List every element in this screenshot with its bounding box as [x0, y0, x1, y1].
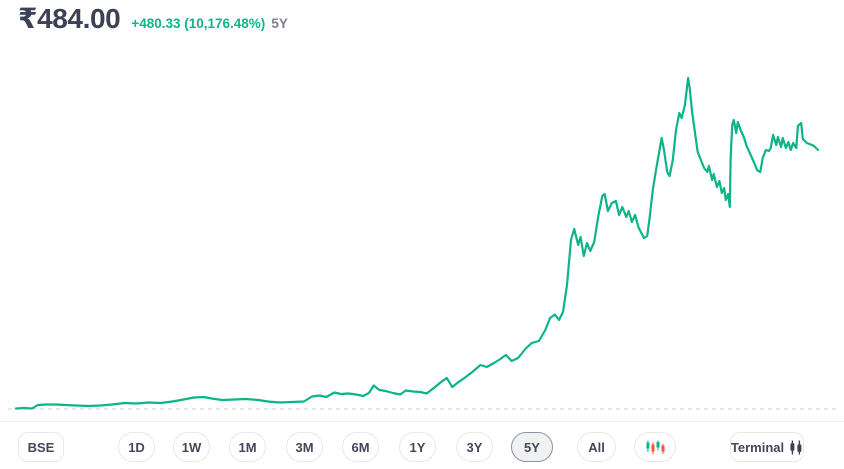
candlestick-chart-icon: [645, 440, 666, 455]
range-button-1y[interactable]: 1Y: [399, 432, 436, 462]
range-button-6m[interactable]: 6M: [342, 432, 379, 462]
price-line-series: [14, 76, 820, 410]
range-label: 6M: [351, 439, 370, 455]
range-button-3y[interactable]: 3Y: [456, 432, 493, 462]
range-button-all[interactable]: All: [577, 432, 616, 462]
terminal-label: Terminal: [730, 439, 785, 455]
terminal-button[interactable]: Terminal: [730, 432, 804, 462]
current-price: ₹484.00: [18, 3, 121, 34]
period-label: 5Y: [271, 16, 288, 31]
range-label: 1D: [128, 439, 145, 455]
range-label: 1W: [181, 439, 202, 455]
range-button-1d[interactable]: 1D: [118, 432, 155, 462]
range-label: 5Y: [524, 439, 540, 455]
candlestick-view-button[interactable]: [634, 432, 676, 462]
range-button-3m[interactable]: 3M: [286, 432, 323, 462]
range-label: 3Y: [466, 439, 483, 455]
exchange-toggle-bse[interactable]: BSE: [18, 432, 64, 462]
price-header: ₹484.00 +480.33 (10,176.48%) 5Y: [18, 2, 288, 36]
range-label: All: [588, 439, 605, 455]
toolbar-separator: [0, 421, 844, 422]
range-button-1m[interactable]: 1M: [229, 432, 266, 462]
price-change: +480.33 (10,176.48%): [131, 16, 266, 31]
range-label: 3M: [295, 439, 314, 455]
range-button-1w[interactable]: 1W: [173, 432, 210, 462]
range-button-5y[interactable]: 5Y: [511, 432, 553, 462]
range-label: 1Y: [409, 439, 426, 455]
range-label: 1M: [238, 439, 257, 455]
terminal-candles-icon: [789, 440, 803, 455]
exchange-label: BSE: [27, 439, 55, 455]
